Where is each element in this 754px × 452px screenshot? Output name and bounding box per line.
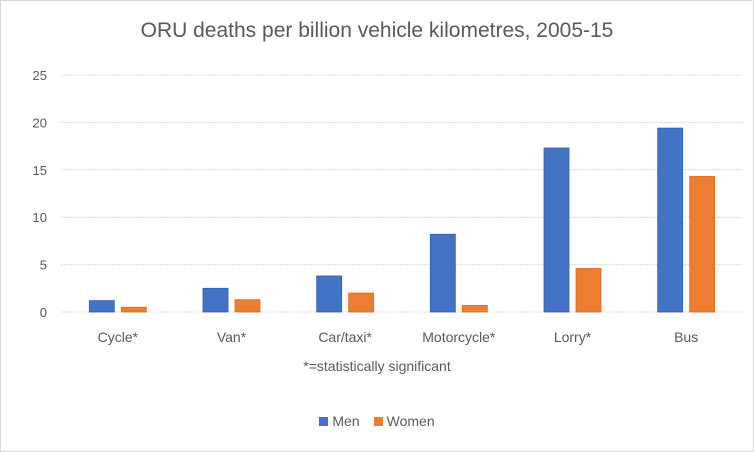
legend-label-men: Men (332, 413, 360, 429)
bar-men (543, 147, 570, 313)
bar-women (461, 304, 488, 313)
chart-title: ORU deaths per billion vehicle kilometre… (140, 19, 614, 42)
legend-label-women: Women (386, 413, 435, 429)
y-tick-label: 5 (40, 258, 47, 273)
bar-women (234, 299, 261, 313)
x-tick-label: Car/taxi* (318, 329, 372, 345)
legend: Men Women (1, 413, 753, 429)
y-tick-label: 15 (33, 163, 47, 178)
bar-women (689, 176, 716, 313)
bar-men (657, 127, 684, 313)
x-tick-label: Bus (674, 329, 698, 345)
bar-men (429, 233, 456, 313)
bar-women (120, 306, 147, 313)
bar-men (88, 300, 115, 313)
bar-men (202, 287, 229, 313)
y-tick-label: 0 (40, 305, 47, 320)
legend-swatch-men (319, 416, 329, 426)
bar-women (348, 292, 375, 313)
y-tick-label: 10 (33, 210, 47, 225)
x-tick-label: Cycle* (98, 329, 139, 345)
y-tick-label: 20 (33, 115, 47, 130)
legend-item-men: Men (319, 413, 360, 429)
y-tick-label: 25 (33, 68, 47, 83)
x-tick-label: Lorry* (554, 329, 592, 345)
x-tick-label: Van* (217, 329, 247, 345)
legend-swatch-women (373, 416, 383, 426)
bar-women (575, 267, 602, 313)
bar-men (316, 275, 343, 313)
x-tick-label: Motorcycle* (422, 329, 496, 345)
legend-item-women: Women (373, 413, 435, 429)
x-axis-label: *=statistically significant (303, 358, 451, 374)
